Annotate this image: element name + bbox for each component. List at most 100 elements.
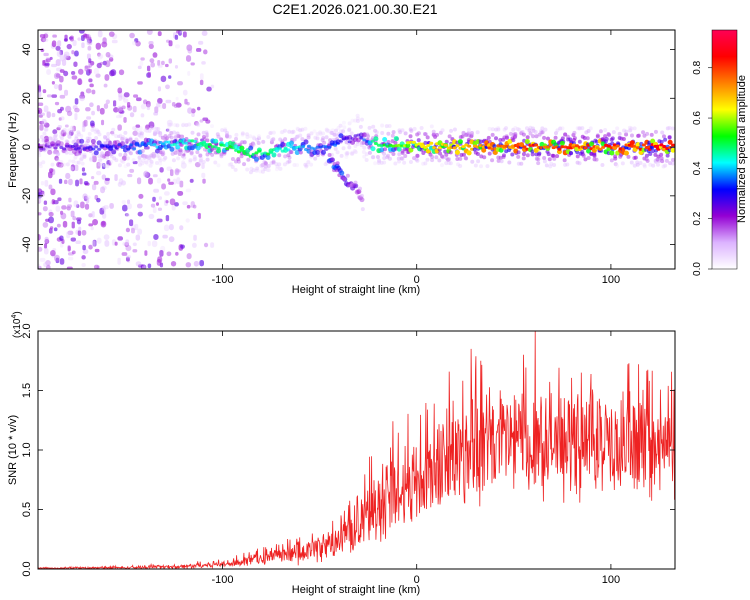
heatmap-cell xyxy=(140,161,145,166)
heatmap-cell xyxy=(46,111,51,118)
heatmap-cell xyxy=(577,139,582,144)
heatmap-cell xyxy=(99,151,104,156)
heatmap-cell xyxy=(121,155,127,161)
heatmap-cell xyxy=(58,134,63,139)
heatmap-cell xyxy=(499,159,504,164)
heatmap-cell xyxy=(38,138,41,143)
heatmap-cell xyxy=(411,140,416,144)
heatmap-cell xyxy=(289,150,294,155)
heatmap-cell xyxy=(88,213,93,218)
heatmap-cell xyxy=(300,137,305,142)
heatmap-cell xyxy=(519,161,524,166)
heatmap-cell xyxy=(156,126,161,131)
heatmap-cell xyxy=(475,151,480,156)
heatmap-cell xyxy=(185,188,192,193)
heatmap-cell xyxy=(117,107,124,114)
x-tick-label: 100 xyxy=(602,574,620,586)
heatmap-cell xyxy=(629,133,634,138)
heatmap-cell xyxy=(51,63,57,68)
heatmap-cell xyxy=(655,157,660,162)
heatmap-cell xyxy=(371,124,376,129)
heatmap-cell xyxy=(525,135,530,140)
heatmap-cell xyxy=(131,158,136,163)
heatmap-cell xyxy=(125,138,130,143)
heatmap-cell xyxy=(271,159,276,164)
heatmap-cell xyxy=(466,127,471,132)
heatmap-cell xyxy=(114,174,118,181)
heatmap-cell xyxy=(431,129,436,134)
colorbar-ticks: 0.0 0.2 0.4 0.6 0.8 xyxy=(692,60,712,276)
heatmap-cell xyxy=(89,83,94,88)
heatmap-cell xyxy=(105,99,110,105)
heatmap-cell xyxy=(609,137,614,142)
heatmap-cell xyxy=(58,163,63,168)
heatmap-cell xyxy=(121,105,126,110)
heatmap-cell xyxy=(559,140,565,146)
heatmap-cell xyxy=(137,132,144,138)
heatmap-cell xyxy=(39,257,46,262)
heatmap-cell xyxy=(81,255,86,260)
heatmap-cell xyxy=(149,153,154,158)
heatmap-cell xyxy=(121,252,128,256)
heatmap-cell xyxy=(101,119,105,126)
heatmap-cell xyxy=(151,240,158,248)
y-tick-label: 1.5 xyxy=(21,383,33,398)
heatmap-cell xyxy=(444,139,449,144)
heatmap-cell xyxy=(248,170,253,175)
heatmap-cell xyxy=(149,58,155,63)
heatmap-cell xyxy=(423,140,428,145)
heatmap-cell xyxy=(458,156,463,161)
heatmap-cell xyxy=(545,145,550,149)
heatmap-cell xyxy=(558,126,563,131)
heatmap-cell xyxy=(114,146,119,150)
heatmap-cell xyxy=(182,201,188,206)
heatmap-cell xyxy=(565,162,570,167)
heatmap-cell xyxy=(46,94,52,98)
heatmap-cell xyxy=(60,212,67,220)
heatmap-cell xyxy=(72,125,76,132)
heatmap-cell xyxy=(412,156,417,161)
heatmap-cell xyxy=(283,154,288,159)
heatmap-cell xyxy=(192,157,197,162)
heatmap-cell xyxy=(168,224,174,231)
heatmap-cell xyxy=(97,53,103,60)
heatmap-cell xyxy=(306,144,311,148)
heatmap-cell xyxy=(583,157,588,162)
heatmap-cell xyxy=(277,162,282,167)
heatmap-cell xyxy=(227,162,232,167)
heatmap-cell xyxy=(169,146,175,152)
heatmap-cell xyxy=(124,213,129,217)
heatmap-cell xyxy=(291,129,296,134)
heatmap-cell xyxy=(199,156,204,161)
heatmap-cell xyxy=(164,140,169,144)
heatmap-cell xyxy=(171,101,176,107)
heatmap-cell xyxy=(116,134,121,139)
heatmap-cell xyxy=(412,126,417,131)
heatmap-cell xyxy=(487,151,492,156)
heatmap-cell xyxy=(187,139,192,143)
heatmap-cell xyxy=(136,203,143,209)
heatmap-cell xyxy=(122,141,127,146)
heatmap-cell xyxy=(193,260,199,267)
heatmap-cell xyxy=(61,129,65,137)
heatmap-cell xyxy=(147,155,152,160)
heatmap-cell xyxy=(169,122,174,127)
heatmap-cell xyxy=(144,172,151,179)
y-tick-label: 1.0 xyxy=(21,442,33,457)
heatmap-cell xyxy=(83,195,88,202)
heatmap-cell xyxy=(38,265,42,269)
heatmap-cell xyxy=(553,131,558,136)
heatmap-cell xyxy=(156,102,161,108)
heatmap-cell xyxy=(51,94,58,98)
heatmap-cell xyxy=(266,164,271,169)
heatmap-cell xyxy=(255,166,260,171)
heatmap-cell xyxy=(70,164,76,172)
heatmap-cell xyxy=(403,131,408,136)
heatmap-cell xyxy=(162,157,167,162)
heatmap-cell xyxy=(125,245,132,252)
heatmap-cell xyxy=(659,139,664,144)
heatmap-cell xyxy=(73,155,78,160)
heatmap-cell xyxy=(63,70,69,77)
heatmap-cell xyxy=(426,144,431,148)
heatmap-cell xyxy=(42,131,47,136)
